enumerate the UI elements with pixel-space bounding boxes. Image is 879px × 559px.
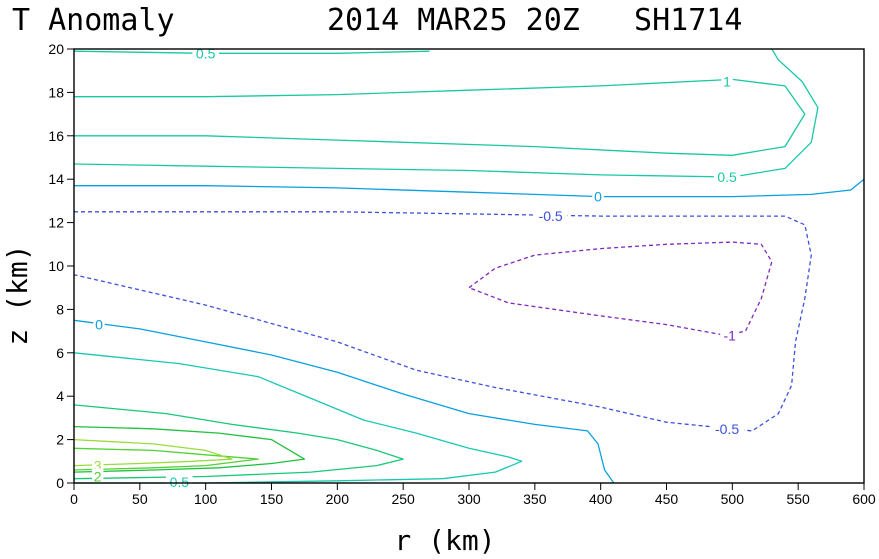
chart-title-left: T Anomaly: [12, 3, 175, 38]
chart-title-right: 2014 MAR25 20Z SH1714: [327, 3, 742, 38]
x-tick-label-0: 0: [70, 491, 78, 507]
contour-line-10: [73, 447, 259, 471]
contour-line-3: [74, 178, 865, 198]
x-tick-label-7: 350: [523, 491, 547, 507]
contour-line-6: [73, 319, 615, 484]
contour-line-8: [73, 404, 404, 480]
contour-label-10: 0.5: [170, 474, 190, 490]
contour-label-bg-7: [710, 420, 745, 436]
y-tick-label-9: 18: [48, 84, 64, 100]
contour-labels: 0.5 1 0.5 0 -0.5 -1 0 -0.5 32 0.5: [91, 45, 745, 490]
x-tick-label-9: 450: [655, 491, 679, 507]
contour-line-9: [73, 425, 306, 473]
contour-label-bg-9: [91, 468, 104, 484]
y-tick-label-0: 0: [56, 475, 64, 491]
contour-line-7: [73, 352, 523, 484]
y-tick-label-6: 12: [48, 215, 64, 231]
contour-label-0: 0.5: [196, 45, 216, 61]
x-tick-label-4: 200: [326, 491, 350, 507]
contour-label-bg-10: [166, 473, 193, 489]
x-tick-label-8: 400: [589, 491, 613, 507]
contour-label-1: 1: [723, 74, 731, 90]
x-axis-ticks: 0 50 100 150 200 250 300 350 400 450 500 550 600: [70, 483, 876, 507]
contour-line-0: [73, 50, 430, 54]
contour-label-bg-4: [533, 208, 568, 224]
y-axis-ticks: 0 2 4 6 8 10 12 14 16 18 20: [48, 41, 74, 491]
y-tick-label-3: 6: [56, 345, 64, 361]
x-tick-label-3: 150: [260, 491, 284, 507]
contour-label-bg-1: [721, 73, 733, 89]
y-tick-label-1: 2: [56, 432, 64, 448]
x-axis-label: r (km): [394, 524, 495, 557]
x-tick-label-5: 250: [391, 491, 415, 507]
contour-label-4: -0.5: [539, 208, 563, 224]
contour-line-4: [73, 211, 812, 432]
contour-label-9: 2: [94, 468, 102, 484]
contour-label-bg-6: [93, 316, 105, 332]
contour-label-6: 0: [95, 317, 103, 333]
y-tick-label-8: 16: [48, 128, 64, 144]
contour-line-1: [74, 78, 806, 156]
x-tick-label-1: 50: [132, 491, 148, 507]
contour-line-2: [73, 48, 819, 178]
y-tick-label-7: 14: [48, 171, 64, 187]
y-tick-label-5: 10: [48, 258, 64, 274]
x-tick-label-2: 100: [194, 491, 218, 507]
x-tick-label-10: 500: [721, 491, 745, 507]
contour-label-bg-8: [91, 457, 104, 473]
contour-label-bg-3: [592, 188, 604, 204]
contour-label-3: 0: [594, 189, 602, 205]
contour-label-5: -1: [723, 327, 736, 343]
contour-label-2: 0.5: [717, 169, 737, 185]
x-tick-label-11: 550: [786, 491, 810, 507]
contour-label-bg-5: [720, 327, 740, 343]
y-tick-label-10: 20: [48, 41, 64, 57]
x-tick-label-12: 600: [852, 491, 876, 507]
contour-lines: [73, 48, 865, 484]
y-axis-label: z (km): [1, 244, 34, 345]
contour-label-8: 3: [94, 458, 102, 474]
y-tick-label-2: 4: [56, 388, 64, 404]
contour-label-7: -0.5: [715, 421, 739, 437]
y-tick-label-4: 8: [56, 301, 64, 317]
contour-line-11: [73, 438, 233, 467]
contour-label-bg-2: [713, 169, 741, 185]
x-tick-label-6: 300: [457, 491, 481, 507]
contour-line-5: [468, 241, 773, 337]
